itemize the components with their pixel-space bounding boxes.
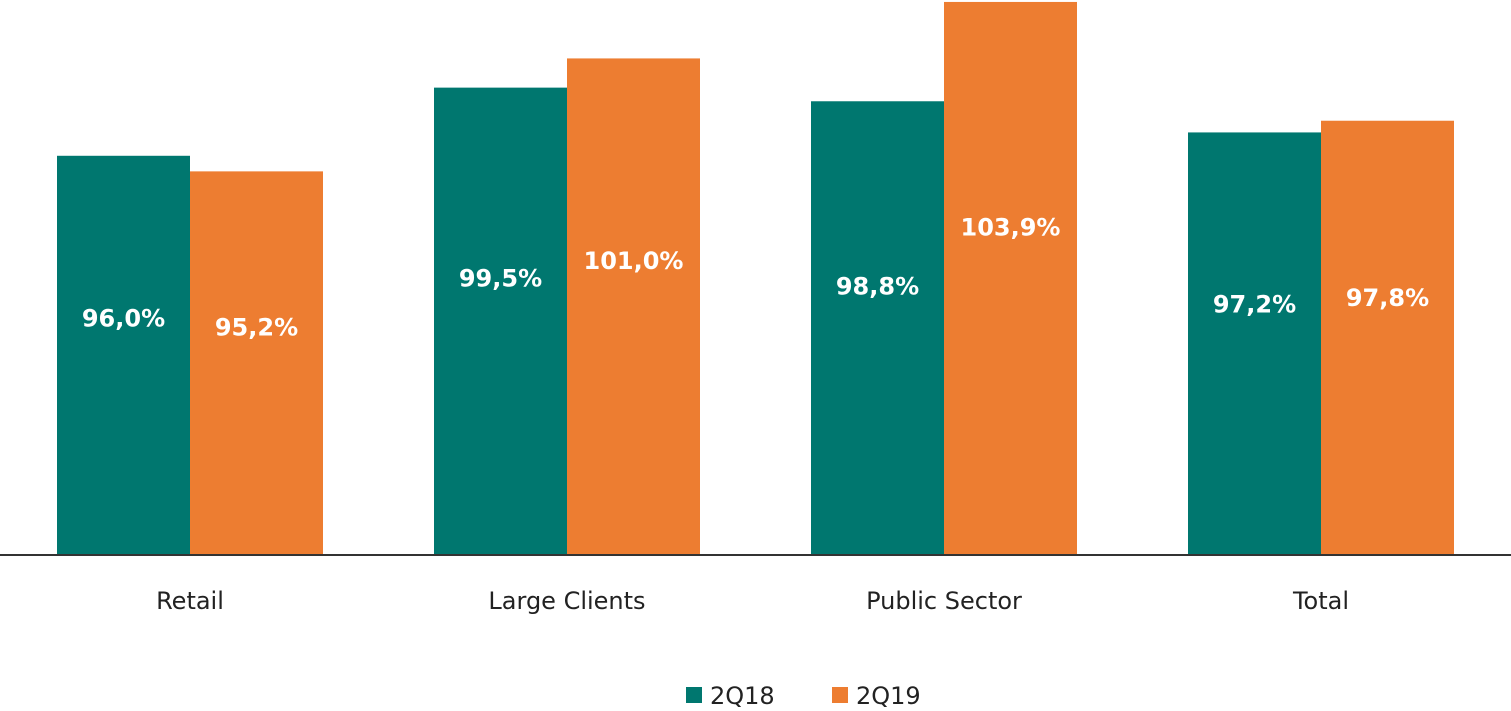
bar — [944, 1, 1077, 555]
value-label: 98,8% — [836, 272, 919, 300]
bar — [190, 171, 323, 556]
bar — [1188, 132, 1321, 555]
bar — [434, 87, 567, 555]
bar — [1321, 120, 1454, 555]
legend-label: 2Q18 — [710, 682, 775, 710]
legend-swatch — [686, 687, 702, 703]
value-label: 99,5% — [459, 264, 542, 292]
value-label: 96,0% — [82, 304, 165, 332]
bar — [57, 155, 190, 555]
value-label: 97,2% — [1213, 291, 1296, 319]
x-tick-label: Retail — [156, 587, 224, 615]
value-label: 103,9% — [961, 214, 1061, 242]
value-label: 95,2% — [215, 314, 298, 342]
bar — [567, 58, 700, 555]
x-tick-label: Large Clients — [488, 587, 645, 615]
legend-label: 2Q19 — [856, 682, 921, 710]
x-tick-label: Public Sector — [866, 587, 1022, 615]
legend-swatch — [832, 687, 848, 703]
value-label: 97,8% — [1346, 284, 1429, 312]
bar — [811, 101, 944, 556]
x-tick-label: Total — [1292, 587, 1349, 615]
value-label: 101,0% — [584, 247, 684, 275]
